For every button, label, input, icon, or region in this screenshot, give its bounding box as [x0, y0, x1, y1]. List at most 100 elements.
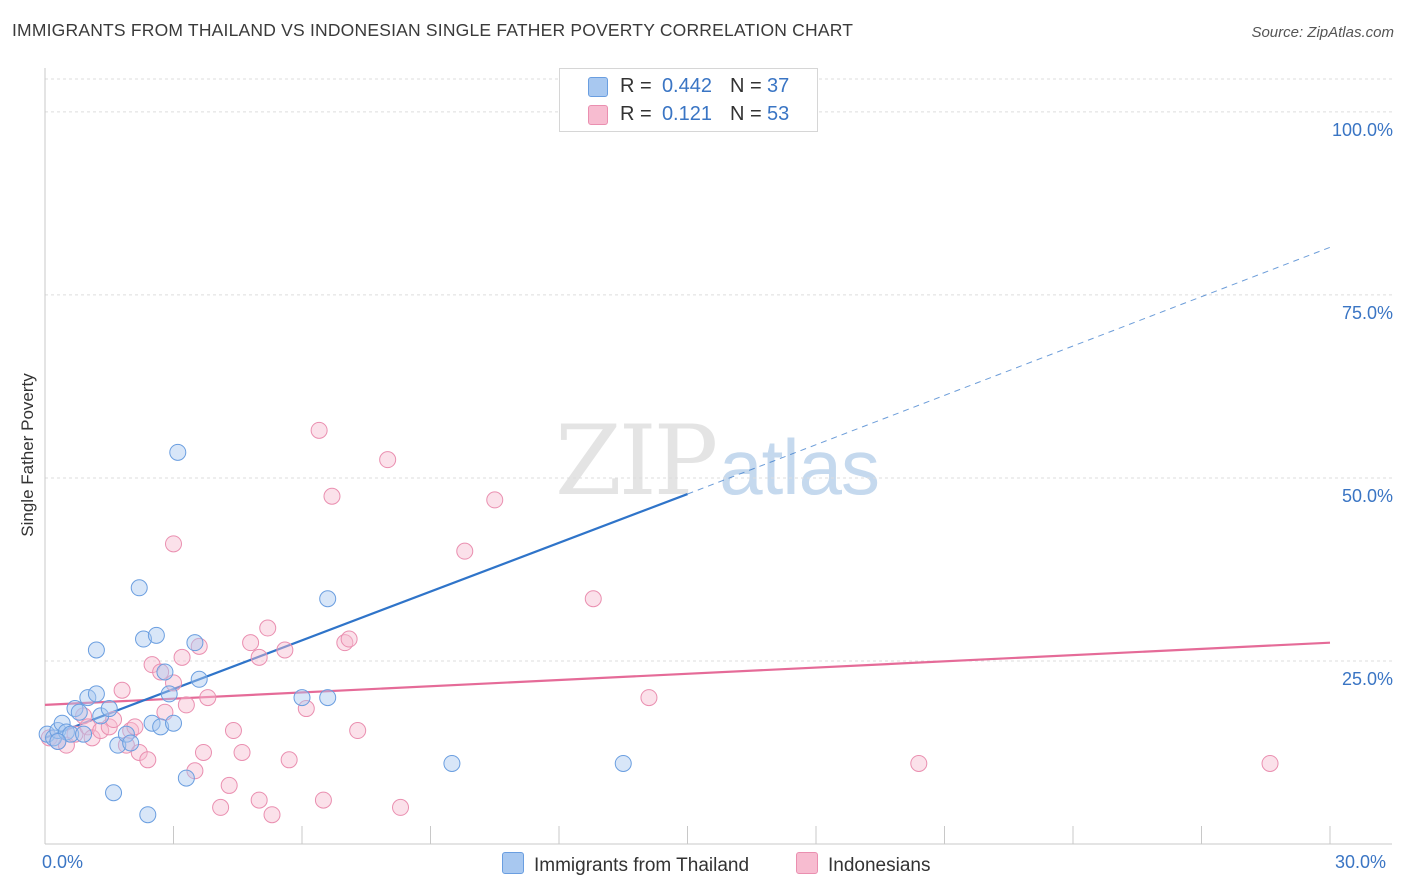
data-point-thailand: [186, 634, 204, 652]
data-point-indonesians: [173, 648, 191, 666]
data-point-thailand: [147, 626, 165, 644]
data-point-thailand: [190, 670, 208, 688]
x-tick-label-min: 0.0%: [42, 852, 84, 872]
trend-lines: [44, 246, 1331, 739]
y-axis-label: Single Father Poverty: [18, 373, 37, 537]
data-point-indonesians: [1261, 754, 1279, 772]
n-value: 53: [767, 103, 790, 125]
data-point-thailand: [122, 734, 140, 752]
trend-line-thailand: [44, 493, 688, 739]
data-point-indonesians: [177, 696, 195, 714]
series-thailand: [38, 443, 632, 824]
data-point-thailand: [177, 769, 195, 787]
data-point-indonesians: [323, 487, 341, 505]
data-point-thailand: [143, 714, 161, 732]
data-point-indonesians: [152, 663, 170, 681]
data-point-indonesians: [486, 491, 504, 509]
legend-swatch-pink: [588, 105, 608, 125]
data-point-thailand: [105, 784, 123, 802]
data-point-indonesians: [194, 743, 212, 761]
stats-legend-row-thailand: R = 0.442 N = 37: [560, 73, 817, 101]
source-credit: Source: ZipAtlas.com: [1251, 24, 1394, 41]
data-point-indonesians: [280, 751, 298, 769]
data-point-thailand: [100, 700, 118, 718]
data-point-indonesians: [263, 806, 281, 824]
data-point-thailand: [92, 707, 110, 725]
data-point-indonesians: [584, 590, 602, 608]
data-point-indonesians: [392, 798, 410, 816]
data-point-indonesians: [340, 630, 358, 648]
data-point-thailand: [87, 641, 105, 659]
data-point-thailand: [130, 579, 148, 597]
n-label: N =: [730, 75, 762, 97]
data-point-thailand: [70, 703, 88, 721]
data-point-indonesians: [130, 743, 148, 761]
stats-legend: R = 0.442 N = 37 R = 0.121 N = 53: [559, 68, 818, 132]
chart-title: IMMIGRANTS FROM THAILAND VS INDONESIAN S…: [12, 20, 854, 40]
legend-swatch-pink: [796, 852, 818, 874]
data-point-indonesians: [349, 722, 367, 740]
series-legend: Immigrants from Thailand Indonesians: [0, 852, 1406, 878]
legend-swatch-blue: [588, 77, 608, 97]
data-point-thailand: [319, 590, 337, 608]
data-point-thailand: [49, 733, 67, 751]
data-point-thailand: [319, 689, 337, 707]
trend-line-indonesians: [44, 641, 1331, 706]
r-value: 0.442: [661, 75, 712, 97]
data-point-indonesians: [250, 648, 268, 666]
data-point-thailand: [169, 443, 187, 461]
data-point-thailand: [293, 689, 311, 707]
data-point-indonesians: [165, 535, 182, 553]
y-tick-label: 50.0%: [1341, 485, 1393, 506]
data-point-indonesians: [186, 762, 204, 780]
data-point-indonesians: [379, 451, 397, 469]
y-tick-label: 25.0%: [1341, 668, 1393, 689]
watermark: ZIPatlas: [555, 405, 880, 517]
data-point-thailand: [62, 725, 80, 743]
data-point-thailand: [87, 685, 105, 703]
data-point-indonesians: [259, 619, 277, 637]
legend-item-thailand: Immigrants from Thailand: [502, 852, 749, 877]
data-point-indonesians: [242, 634, 260, 652]
data-point-indonesians: [910, 754, 928, 772]
legend-item-indonesians: Indonesians: [796, 852, 930, 877]
data-point-indonesians: [297, 700, 315, 718]
y-tick-label: 100.0%: [1331, 119, 1393, 140]
data-point-indonesians: [310, 421, 328, 439]
data-point-thailand: [443, 754, 461, 772]
data-point-thailand: [152, 718, 170, 736]
data-point-indonesians: [92, 722, 110, 740]
data-point-thailand: [156, 663, 174, 681]
data-point-indonesians: [199, 689, 217, 707]
y-tick-label: 75.0%: [1341, 302, 1393, 323]
data-point-indonesians: [113, 681, 131, 699]
trend-line-thailand-extension: [687, 246, 1331, 495]
series-indonesians: [40, 421, 1279, 824]
watermark-zip: ZIP: [555, 405, 718, 517]
n-label: N =: [730, 103, 762, 125]
grid-lines: [45, 78, 1392, 662]
data-point-indonesians: [220, 776, 238, 794]
r-value: 0.121: [661, 103, 712, 125]
data-point-thailand: [75, 725, 93, 743]
data-point-thailand: [165, 714, 182, 732]
data-point-indonesians: [224, 722, 242, 740]
stats-legend-row-indonesians: R = 0.121 N = 53: [560, 101, 817, 129]
data-point-thailand: [139, 806, 157, 824]
data-point-thailand: [614, 754, 632, 772]
data-point-indonesians: [640, 689, 658, 707]
legend-label-thailand: Immigrants from Thailand: [534, 855, 750, 876]
data-point-indonesians: [212, 798, 230, 816]
data-point-indonesians: [139, 751, 157, 769]
data-point-indonesians: [105, 711, 123, 729]
data-point-indonesians: [314, 791, 332, 809]
r-label: R =: [620, 75, 652, 97]
axes: [44, 68, 1392, 845]
x-tick-label-max: 30.0%: [1335, 852, 1387, 872]
data-point-indonesians: [456, 542, 474, 560]
data-point-thailand: [117, 725, 135, 743]
data-point-indonesians: [83, 729, 101, 747]
data-point-thailand: [135, 630, 153, 648]
legend-label-indonesians: Indonesians: [828, 855, 931, 876]
